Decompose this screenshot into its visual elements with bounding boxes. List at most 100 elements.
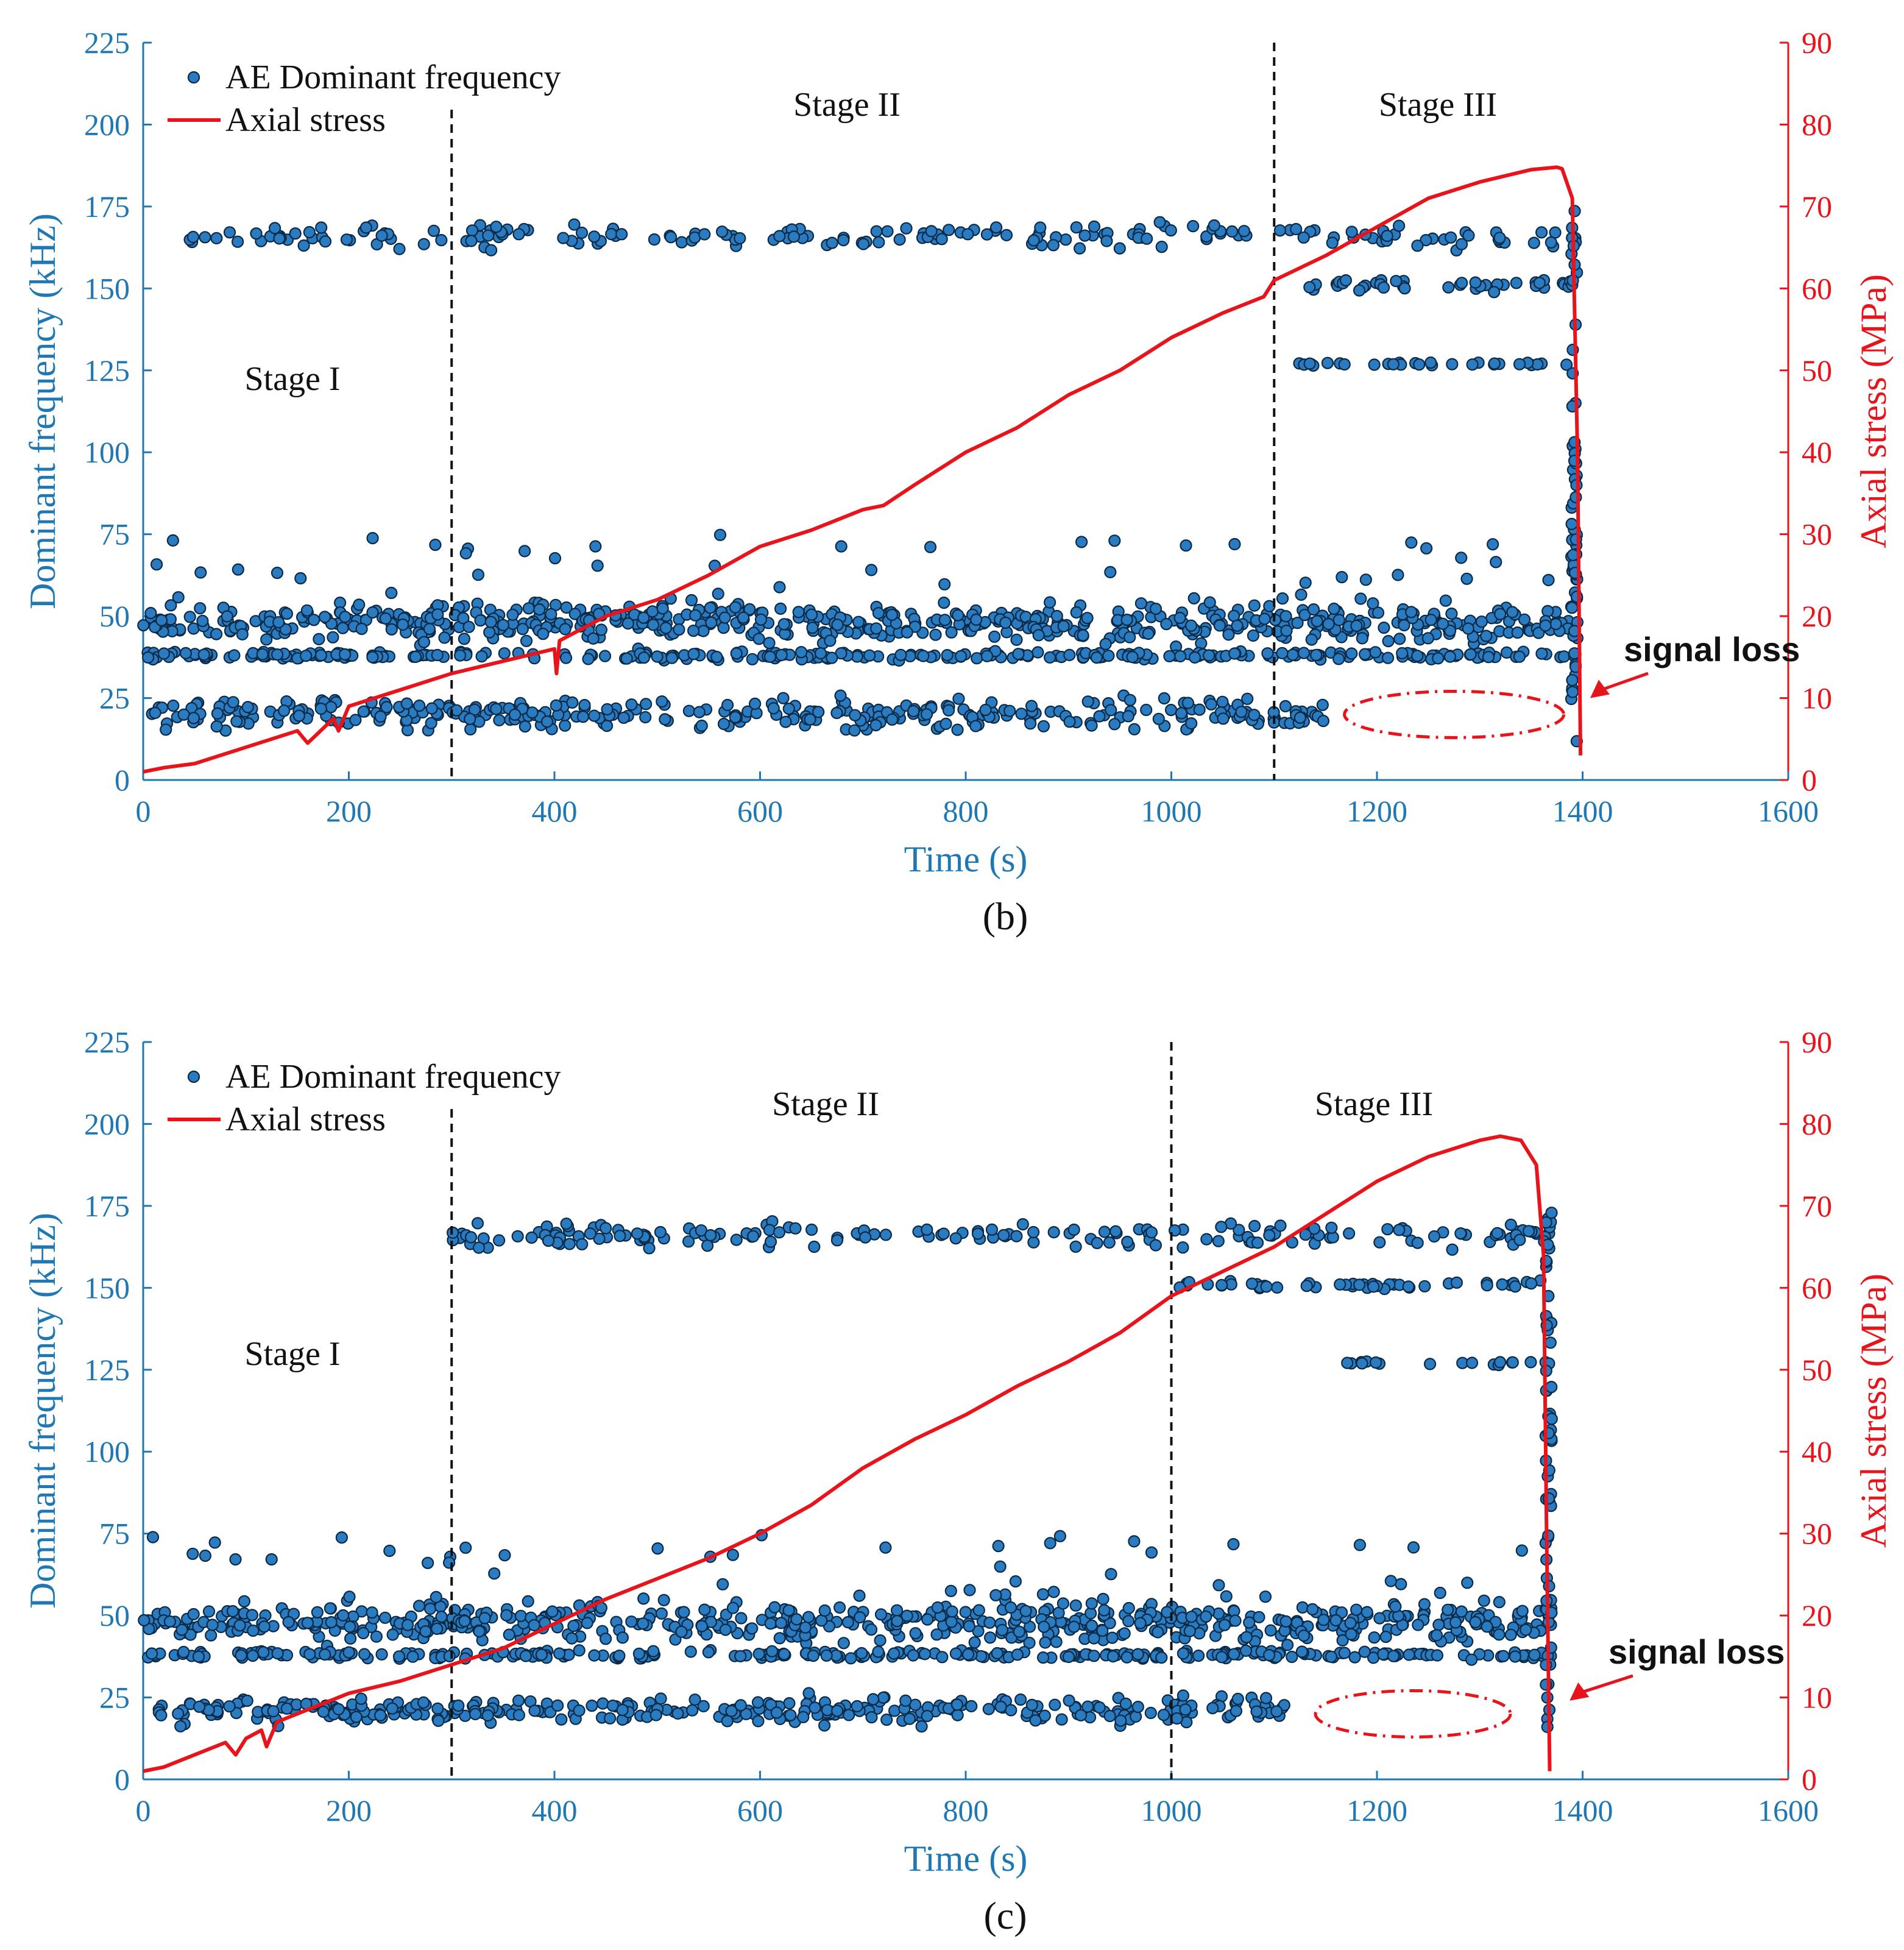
- frequency-point: [870, 225, 883, 238]
- frequency-point: [490, 703, 503, 715]
- frequency-point: [412, 1600, 426, 1612]
- frequency-point: [1233, 1224, 1245, 1236]
- frequency-point: [1465, 1653, 1478, 1666]
- frequency-point: [431, 648, 444, 662]
- frequency-point: [246, 1650, 259, 1662]
- frequency-point: [221, 610, 233, 623]
- frequency-point: [587, 632, 600, 645]
- frequency-point: [809, 1701, 821, 1714]
- frequency-point: [1036, 1588, 1050, 1601]
- frequency-point: [576, 711, 590, 723]
- frequency-point: [1341, 1356, 1354, 1369]
- frequency-point: [826, 236, 838, 249]
- frequency-point: [1402, 1280, 1415, 1293]
- frequency-point: [474, 614, 487, 627]
- frequency-point: [462, 620, 475, 633]
- frequency-point: [1294, 711, 1306, 724]
- frequency-point: [165, 599, 177, 612]
- frequency-point: [950, 1698, 964, 1711]
- frequency-point: [804, 713, 816, 726]
- frequency-point: [775, 648, 788, 662]
- frequency-point: [901, 1609, 913, 1622]
- frequency-point: [949, 1232, 962, 1245]
- frequency-point: [1296, 1601, 1309, 1614]
- frequency-point: [1075, 536, 1088, 548]
- frequency-point: [616, 1704, 629, 1717]
- frequency-point: [1353, 1539, 1366, 1551]
- axial-stress-line: [143, 1134, 1552, 1773]
- frequency-point: [820, 1649, 833, 1662]
- frequency-point: [518, 545, 531, 558]
- stage-label-iii: Stage III: [1315, 1085, 1433, 1123]
- frequency-point: [1460, 572, 1473, 585]
- frequency-point: [301, 1617, 314, 1629]
- frequency-point: [1077, 629, 1089, 642]
- frequency-point: [374, 1709, 387, 1721]
- frequency-point: [1216, 1651, 1228, 1664]
- frequency-point: [1063, 1694, 1075, 1707]
- frequency-point: [435, 234, 448, 247]
- frequency-point: [1509, 1280, 1521, 1293]
- frequency-point: [1345, 225, 1358, 238]
- frequency-point: [319, 1648, 331, 1661]
- frequency-point: [241, 701, 254, 714]
- frequency-point: [682, 1235, 695, 1248]
- frequency-point: [553, 1647, 566, 1660]
- frequency-point: [1104, 566, 1117, 579]
- frequency-point: [980, 650, 994, 662]
- y-tick-label: 125: [84, 353, 130, 388]
- frequency-point: [1186, 220, 1200, 233]
- frequency-point: [300, 650, 313, 662]
- frequency-point: [1120, 1651, 1133, 1664]
- legend-dot-marker: [187, 1070, 200, 1083]
- frequency-point: [748, 697, 762, 711]
- frequency-point: [774, 1617, 788, 1629]
- frequency-point: [1305, 633, 1318, 646]
- frequency-point: [959, 1606, 972, 1618]
- frequency-point: [1339, 274, 1352, 287]
- frequency-point: [498, 647, 511, 660]
- frequency-point: [806, 622, 819, 634]
- frequency-point: [375, 229, 388, 242]
- frequency-point: [1481, 1620, 1493, 1633]
- frequency-point: [1418, 1598, 1431, 1611]
- frequency-point: [431, 1622, 444, 1635]
- frequency-point: [900, 222, 913, 235]
- frequency-point: [704, 1228, 717, 1242]
- frequency-point: [1181, 697, 1195, 709]
- frequency-point: [1379, 1631, 1392, 1643]
- frequency-point: [777, 1648, 791, 1661]
- frequency-point: [1009, 1575, 1022, 1588]
- frequency-point: [718, 611, 731, 624]
- frequency-point: [157, 647, 171, 660]
- frequency-point: [854, 1611, 866, 1624]
- frequency-point: [1161, 1606, 1173, 1618]
- frequency-point: [1177, 1241, 1189, 1254]
- frequency-point: [1443, 650, 1456, 663]
- frequency-point: [401, 1618, 414, 1631]
- frequency-point: [886, 713, 899, 726]
- frequency-point: [303, 1648, 316, 1661]
- frequency-point: [465, 235, 478, 247]
- y2-tick-label: 60: [1802, 271, 1832, 305]
- frequency-point: [211, 707, 224, 720]
- frequency-point: [1353, 284, 1366, 297]
- frequency-point: [232, 563, 244, 576]
- frequency-point: [833, 1601, 846, 1614]
- frequency-point: [614, 1230, 626, 1243]
- frequency-point: [146, 1647, 158, 1660]
- frequency-point: [787, 230, 801, 243]
- frequency-point: [907, 704, 920, 718]
- frequency-point: [942, 704, 955, 717]
- frequency-point: [1506, 606, 1519, 619]
- frequency-point: [227, 696, 239, 709]
- frequency-point: [273, 232, 286, 245]
- frequency-point: [1049, 1698, 1061, 1711]
- frequency-point: [379, 612, 392, 625]
- frequency-point: [155, 1709, 168, 1721]
- frequency-point: [620, 652, 633, 665]
- frequency-point: [693, 706, 706, 718]
- frequency-point: [1121, 1235, 1134, 1249]
- frequency-point: [425, 717, 437, 729]
- frequency-point: [807, 1650, 820, 1662]
